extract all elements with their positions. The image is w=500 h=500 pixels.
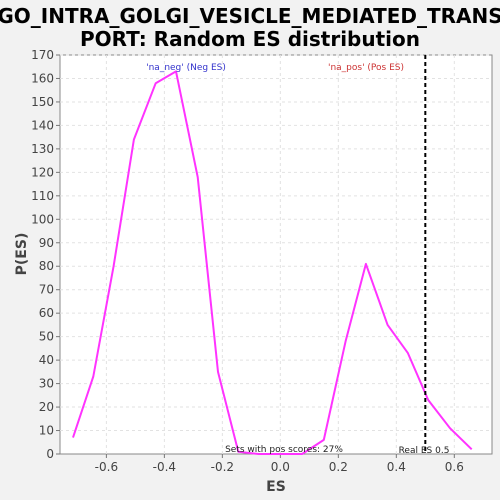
- x-tick-label: -0.6: [95, 460, 118, 474]
- series: [72, 70, 473, 455]
- chart-title-line-2: PORT: Random ES distribution: [80, 27, 420, 51]
- y-axis-title: P(ES): [14, 233, 30, 276]
- grid: [60, 54, 492, 454]
- y-tick-label: 60: [39, 306, 54, 320]
- x-tick-label: -0.2: [211, 460, 234, 474]
- y-tick-label: 70: [39, 283, 54, 297]
- x-tick-label: 0.2: [329, 460, 348, 474]
- chart-title-line-1: GO_INTRA_GOLGI_VESICLE_MEDIATED_TRANS: [0, 4, 500, 28]
- x-tick-label: -0.4: [153, 460, 176, 474]
- x-tick-label: 0.6: [445, 460, 464, 474]
- x-tick-label: 0.4: [387, 460, 406, 474]
- y-tick-label: 150: [31, 95, 54, 109]
- y-tick-label: 110: [31, 189, 54, 203]
- y-tick-label: 160: [31, 71, 54, 85]
- plot-area: [59, 54, 493, 455]
- y-tick-label: 50: [39, 330, 54, 344]
- neg-es-label: 'na_neg' (Neg ES): [146, 63, 226, 73]
- pos-es-label: 'na_pos' (Pos ES): [328, 63, 404, 73]
- axes: 0 10 20 30 40 50 60 70 80 90 100 110 120 130 140 150 160…: [31, 48, 464, 474]
- y-tick-label: 80: [39, 259, 54, 273]
- y-tick-label: 130: [31, 142, 54, 156]
- y-tick-label: 0: [46, 447, 54, 461]
- pos-scores-text: Sets with pos scores: 27%: [225, 445, 343, 455]
- real-es-label: Real ES 0.5: [399, 446, 450, 456]
- x-axis-title: ES: [266, 479, 286, 495]
- y-tick-label: 90: [39, 236, 54, 250]
- y-tick-label: 30: [39, 377, 54, 391]
- x-tick-label: 0.0: [271, 460, 290, 474]
- y-tick-label: 100: [31, 212, 54, 226]
- y-tick-label: 170: [31, 48, 54, 62]
- y-tick-label: 10: [39, 424, 54, 438]
- series-line: [72, 70, 473, 455]
- y-tick-label: 120: [31, 165, 54, 179]
- y-tick-label: 40: [39, 353, 54, 367]
- y-tick-label: 140: [31, 118, 54, 132]
- y-tick-label: 20: [39, 400, 54, 414]
